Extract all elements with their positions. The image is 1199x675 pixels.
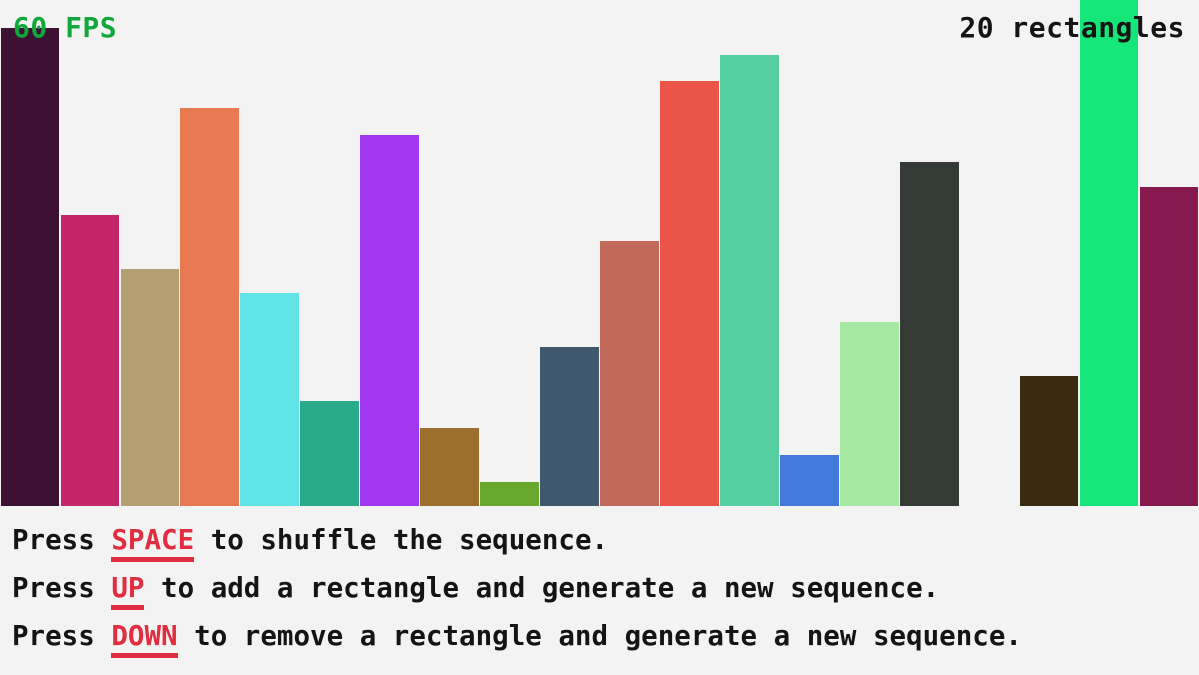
rectangle-bar (240, 293, 300, 506)
key-space: SPACE (111, 526, 195, 562)
rectangle-bar (1079, 0, 1139, 506)
instruction-prefix: Press (12, 572, 112, 604)
fps-counter: 60 FPS (13, 11, 118, 44)
key-up: UP (111, 574, 145, 610)
instruction-prefix: Press (12, 620, 112, 652)
rectangle-bar (120, 269, 180, 506)
rectangle-bar (360, 135, 419, 506)
rectangle-bar (60, 215, 120, 506)
rectangle-bar (180, 108, 240, 506)
rectangle-bar (540, 347, 599, 506)
rectangle-bar (480, 482, 539, 506)
rectangle-bar (420, 428, 479, 506)
rectangle-bar (0, 28, 60, 506)
instruction-prefix: Press (12, 524, 112, 556)
instruction-rest: to shuffle the sequence. (194, 524, 609, 556)
rectangle-bar (600, 241, 659, 506)
key-down: DOWN (111, 622, 178, 658)
rectangle-bar (1139, 187, 1199, 506)
rectangle-bar (779, 455, 839, 506)
instruction-add: Press UP to add a rectangle and generate… (12, 571, 939, 610)
rectangle-bar (839, 322, 899, 506)
rectangle-bar (720, 55, 779, 506)
instruction-rest: to add a rectangle and generate a new se… (144, 572, 940, 604)
rectangle-bar (300, 401, 360, 506)
instruction-remove: Press DOWN to remove a rectangle and gen… (12, 619, 1022, 658)
rectangle-count-label: 20 rectangles (959, 11, 1185, 44)
instruction-shuffle: Press SPACE to shuffle the sequence. (12, 523, 608, 562)
rectangle-bar (899, 162, 959, 506)
rectangle-bar (660, 81, 719, 506)
instruction-rest: to remove a rectangle and generate a new… (177, 620, 1022, 652)
rectangle-bar (1019, 376, 1079, 506)
